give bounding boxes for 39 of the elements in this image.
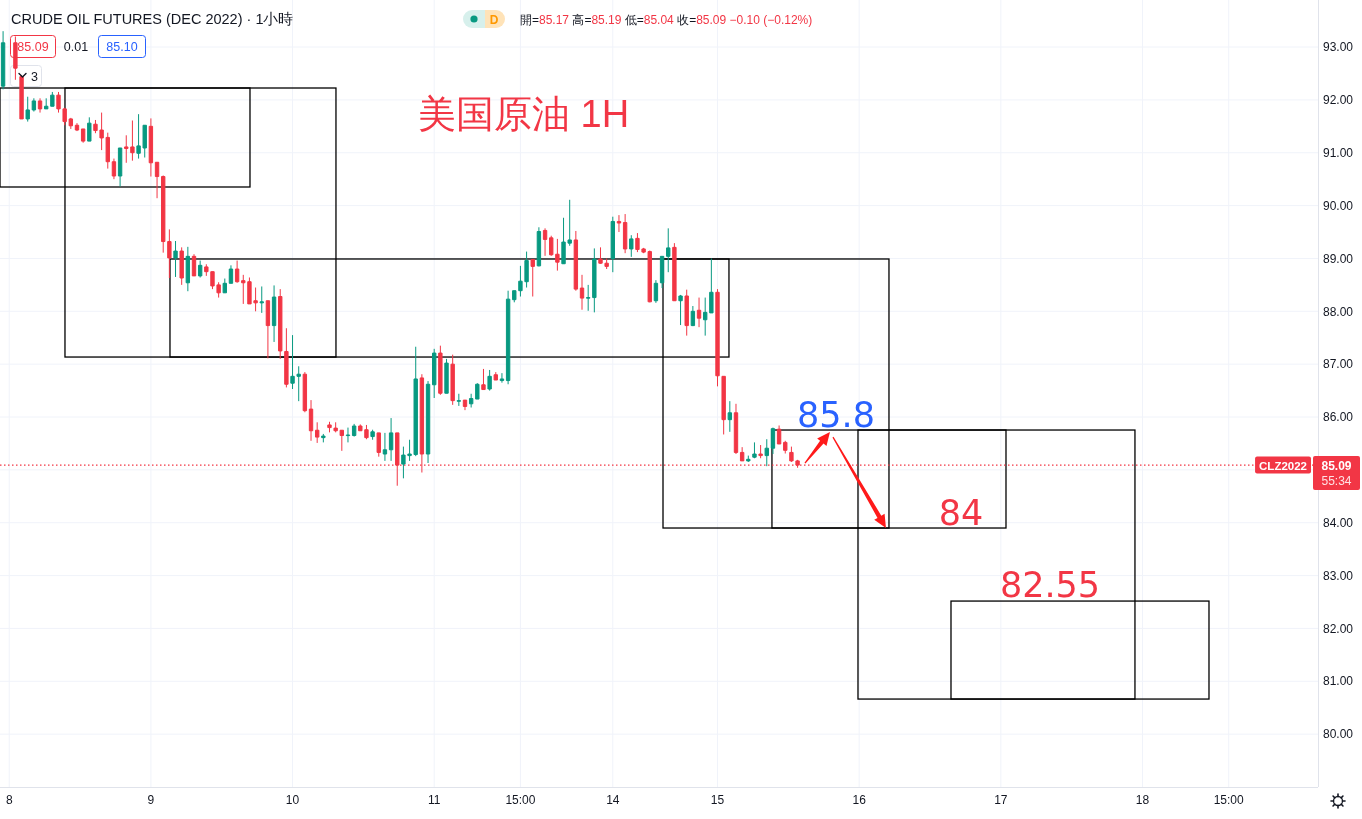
y-tick-label: 83.00 [1322, 568, 1354, 583]
annotation: 美国原油 1H [418, 93, 630, 135]
annotation: 3 [31, 69, 39, 84]
y-tick-label: 93.00 [1322, 40, 1354, 55]
y-tick-label: 90.00 [1322, 198, 1354, 213]
annotation: 85.8 [797, 395, 875, 435]
annotation: 85.10 [106, 40, 138, 54]
y-tick-label: 92.00 [1322, 93, 1354, 108]
y-tick-label: 89.00 [1322, 251, 1354, 266]
y-tick-label: 86.00 [1322, 410, 1354, 425]
annotation: 85.09 [17, 40, 49, 54]
y-tick-label: 87.00 [1322, 357, 1354, 372]
annotation: 0.01 [63, 40, 89, 54]
y-tick-label: 81.00 [1322, 674, 1354, 689]
title: CRUDE OIL FUTURES (DEC 2022) · 1小時 [11, 11, 294, 27]
annotation: 84 [938, 493, 984, 533]
annotation: D [489, 12, 499, 27]
x-tick-label: 16 [852, 793, 867, 807]
annotation: D [463, 10, 505, 28]
x-tick-label: 14 [606, 793, 620, 807]
annotation: 55:34 [1321, 474, 1352, 489]
y-tick-label: 84.00 [1322, 515, 1354, 530]
x-tick-label: 8 [5, 793, 13, 807]
x-tick-label: 10 [285, 793, 300, 807]
x-tick-label: 15:00 [1213, 793, 1245, 807]
annotation: 82.55 [999, 565, 1101, 605]
y-tick-label: 80.00 [1322, 727, 1354, 742]
x-tick-label: 11 [427, 793, 441, 807]
x-tick-label: 9 [147, 793, 155, 807]
x-tick-label: 15 [710, 793, 725, 807]
x-tick-label: 17 [994, 793, 1008, 807]
y-tick-label: 91.00 [1322, 145, 1354, 160]
ref-line-label: CLZ2022 [1259, 459, 1307, 472]
x-tick-label: 18 [1135, 793, 1150, 807]
y-tick-label: 88.00 [1322, 304, 1354, 319]
y-tick-label: 82.00 [1322, 621, 1354, 636]
x-tick-label: 15:00 [505, 793, 536, 807]
annotation: 3 [18, 69, 38, 84]
annotation: 開=85.17 高=85.19 低=85.04 收=85.09 −0.10 (−0.12%) [520, 12, 813, 27]
